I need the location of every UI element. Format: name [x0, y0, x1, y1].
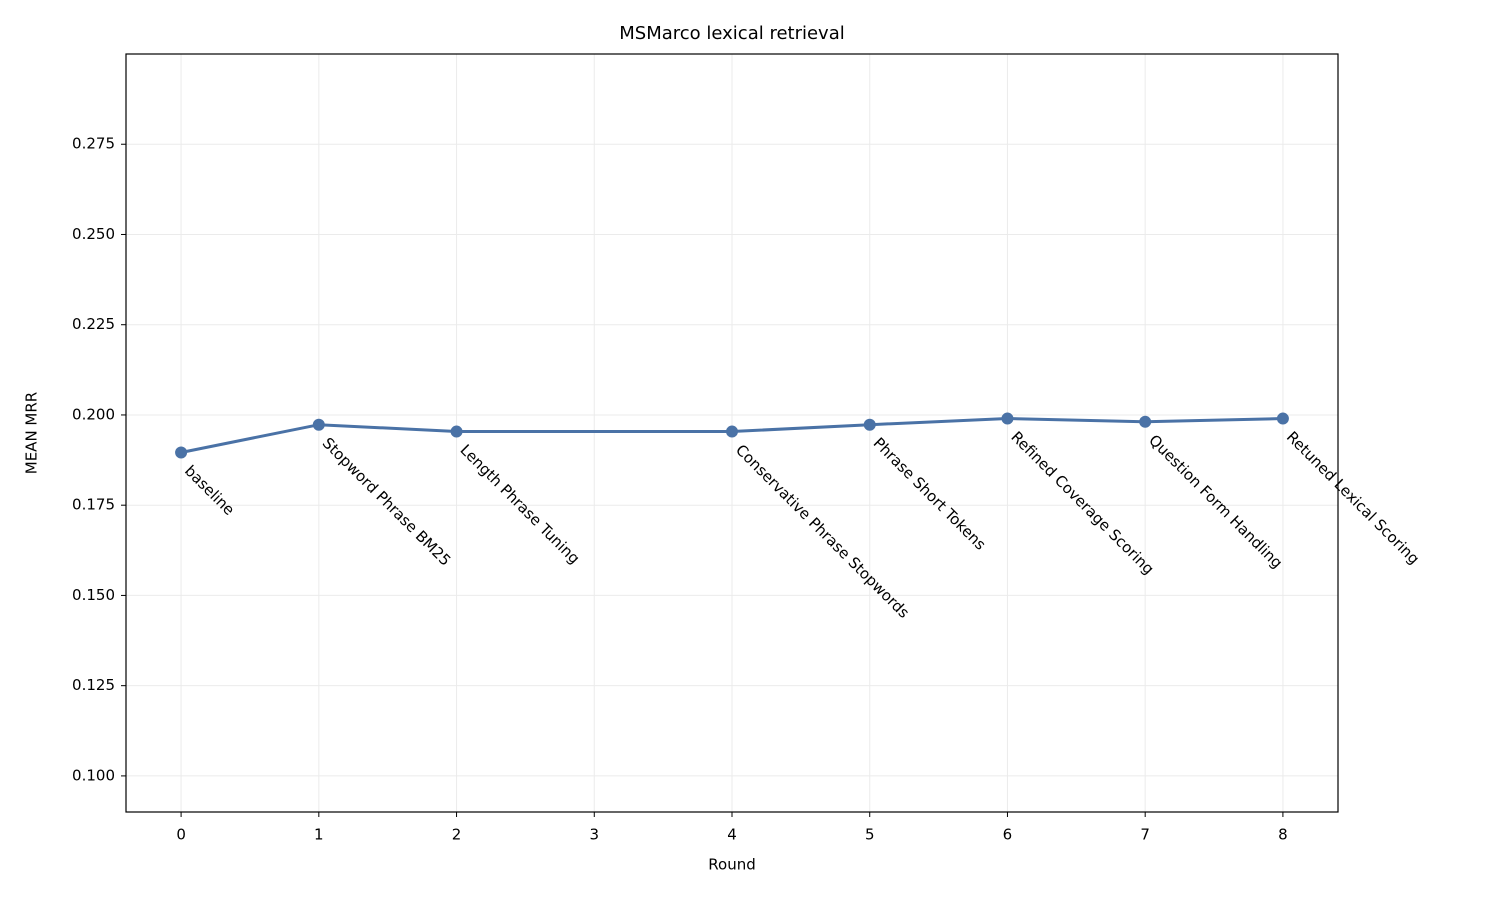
plot-frame — [125, 53, 1339, 813]
x-tick-label: 5 — [865, 826, 875, 844]
y-tick-label: 0.175 — [72, 496, 115, 514]
annotation: baseline — [181, 462, 238, 519]
point — [450, 425, 463, 438]
x-tick-label: 4 — [727, 826, 737, 844]
point — [175, 446, 188, 459]
y-tick-label: 0.225 — [72, 315, 115, 333]
x-tick-label: 1 — [314, 826, 324, 844]
annotation: Length Phrase Tuning — [457, 441, 584, 568]
annotation: Phrase Short Tokens — [870, 434, 990, 554]
point — [1001, 412, 1014, 425]
point — [312, 418, 325, 431]
point — [1139, 415, 1152, 428]
y-axis-label: MEAN MRR — [23, 392, 41, 474]
annotation: Refined Coverage Scoring — [1007, 428, 1157, 578]
x-tick-label: 2 — [452, 826, 462, 844]
x-tick-label: 6 — [1003, 826, 1013, 844]
annotation: Retuned Lexical Scoring — [1283, 428, 1423, 568]
y-tick-label: 0.100 — [72, 766, 115, 784]
chart-title: MSMarco lexical retrieval — [619, 23, 845, 44]
point — [1276, 412, 1289, 425]
x-axis-label: Round — [708, 856, 755, 874]
x-tick-label: 7 — [1140, 826, 1150, 844]
x-tick-label: 3 — [589, 826, 599, 844]
y-tick-label: 0.125 — [72, 676, 115, 694]
point — [726, 425, 738, 438]
y-tick-label: 0.150 — [72, 586, 115, 604]
annotation: Stopword Phrase BM25 — [319, 434, 455, 570]
y-tick-label: 0.275 — [72, 135, 115, 153]
y-tick-label: 0.250 — [72, 225, 115, 243]
annotation: Conservative Phrase Stopwords — [732, 441, 913, 622]
point — [863, 418, 876, 431]
y-tick-label: 0.200 — [72, 405, 115, 423]
annotation: Question Form Handling — [1145, 431, 1286, 572]
x-tick-label: 0 — [176, 826, 186, 844]
x-tick-label: 8 — [1278, 826, 1288, 844]
line — [180, 417, 1283, 454]
